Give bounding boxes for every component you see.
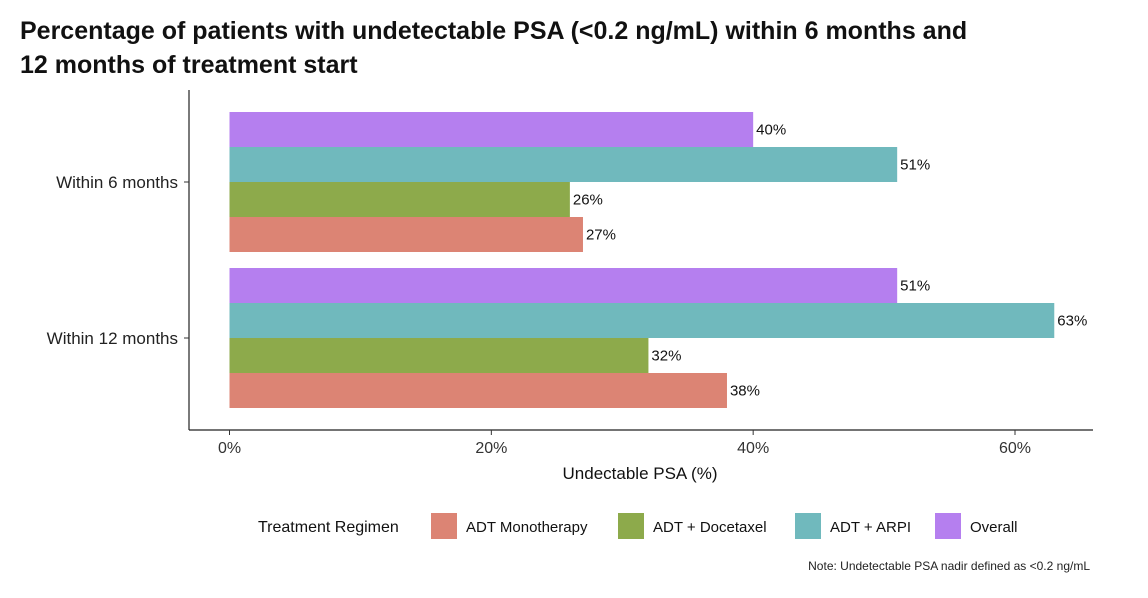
bar-value-label: 40% [756, 122, 786, 139]
legend-swatch-adt-arpi [795, 513, 821, 539]
legend-title: Treatment Regimen [258, 519, 399, 536]
legend-label: ADT + ARPI [830, 519, 911, 536]
bar-adt-monotherapy [229, 217, 583, 252]
legend-label: ADT + Docetaxel [653, 519, 767, 536]
bar-value-label: 27% [586, 227, 616, 244]
x-tick-label: 20% [475, 440, 507, 457]
legend-swatch-adt-docetaxel [618, 513, 644, 539]
y-category-label: Within 12 months [47, 329, 178, 348]
chart-note: Note: Undetectable PSA nadir defined as … [808, 559, 1090, 573]
legend-label: Overall [970, 519, 1018, 536]
chart-title-block: Percentage of patients with undetectable… [20, 14, 1130, 82]
bar-adt-monotherapy [229, 373, 727, 408]
bar-value-label: 63% [1057, 313, 1087, 330]
bar-value-label: 51% [900, 157, 930, 174]
bar-overall [229, 268, 898, 303]
bar-overall [229, 112, 754, 147]
bar-value-label: 51% [900, 278, 930, 295]
bar-adt-arpi [229, 303, 1055, 338]
bar-value-label: 32% [651, 348, 681, 365]
legend-swatch-adt-monotherapy [431, 513, 457, 539]
legend-swatch-overall [935, 513, 961, 539]
x-tick-label: 60% [999, 440, 1031, 457]
y-category-label: Within 6 months [56, 173, 178, 192]
bar-value-label: 38% [730, 383, 760, 400]
bar-value-label: 26% [573, 192, 603, 209]
x-tick-label: 40% [737, 440, 769, 457]
x-tick-label: 0% [218, 440, 241, 457]
bar-adt-docetaxel [229, 182, 570, 217]
chart-title: Percentage of patients with undetectable… [20, 17, 968, 79]
bar-adt-docetaxel [229, 338, 649, 373]
legend-label: ADT Monotherapy [466, 519, 588, 536]
x-axis-title: Undectable PSA (%) [563, 464, 718, 483]
bar-adt-arpi [229, 147, 898, 182]
